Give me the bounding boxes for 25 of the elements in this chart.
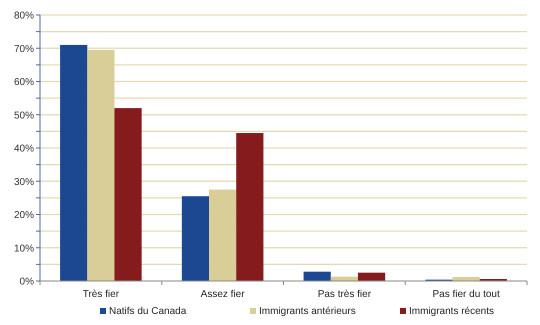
bar (330, 276, 358, 281)
legend-label: Natifs du Canada (109, 306, 187, 317)
y-tick-label: 50% (14, 110, 34, 122)
legend-label: Immigrants antérieurs (259, 306, 356, 317)
x-tick-label: Assez fier (200, 289, 246, 300)
y-tick-label: 70% (14, 44, 34, 55)
x-tick-label: Pas très fier (318, 289, 372, 300)
bar (358, 272, 386, 281)
y-tick-label: 40% (14, 144, 34, 154)
bar (209, 190, 236, 281)
bar (87, 50, 114, 281)
bar (114, 108, 142, 281)
y-tick-label: 80% (14, 10, 34, 22)
bar (182, 196, 210, 281)
y-tick-label: 0% (20, 276, 34, 288)
y-tick-label: 30% (14, 176, 34, 188)
y-tick-label: 10% (14, 243, 34, 254)
legend-label: Immigrants récents (409, 306, 494, 317)
bar (236, 133, 264, 281)
y-tick-label: 60% (14, 77, 34, 88)
bar (304, 272, 331, 281)
x-tick-label: Très fier (82, 289, 120, 300)
y-tick-label: 20% (14, 210, 34, 221)
bar (60, 44, 88, 281)
x-tick-label: Pas fier du tout (432, 289, 500, 300)
